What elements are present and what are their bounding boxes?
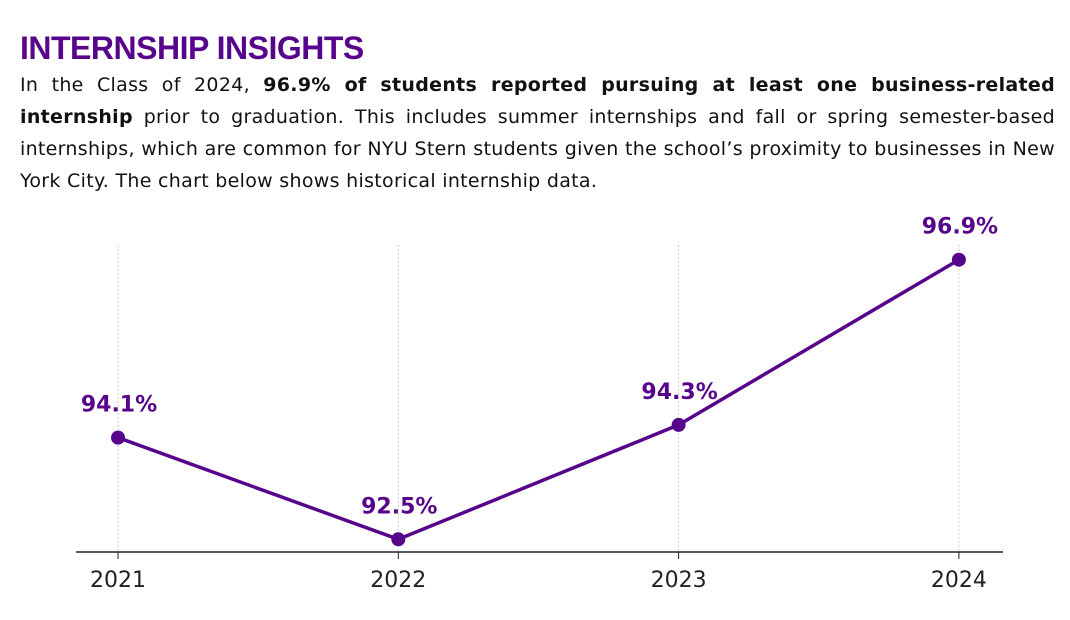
intro-highlight: 96.9% of students reported pursuing at l… — [20, 74, 1055, 128]
x-tick-label: 2023 — [651, 568, 707, 593]
data-label: 94.3% — [641, 380, 717, 405]
point — [391, 532, 406, 547]
data-label: 96.9% — [922, 215, 998, 240]
point — [951, 252, 966, 267]
data-label: 92.5% — [361, 494, 437, 519]
x-tick-label: 2024 — [931, 568, 987, 593]
point — [111, 430, 125, 445]
intro-text: prior to graduation. This includes summe… — [20, 106, 1055, 192]
point — [671, 417, 686, 432]
section-title: INTERNSHIP INSIGHTS — [20, 30, 364, 66]
data-label: 94.1% — [81, 393, 157, 418]
x-tick-label: 2022 — [370, 568, 426, 593]
line — [117, 258, 960, 542]
x-tick-label: 2021 — [90, 568, 146, 593]
intro-text: In the Class of 2024, — [20, 74, 264, 96]
intro-paragraph: In the Class of 2024, 96.9% of students … — [20, 69, 1055, 197]
